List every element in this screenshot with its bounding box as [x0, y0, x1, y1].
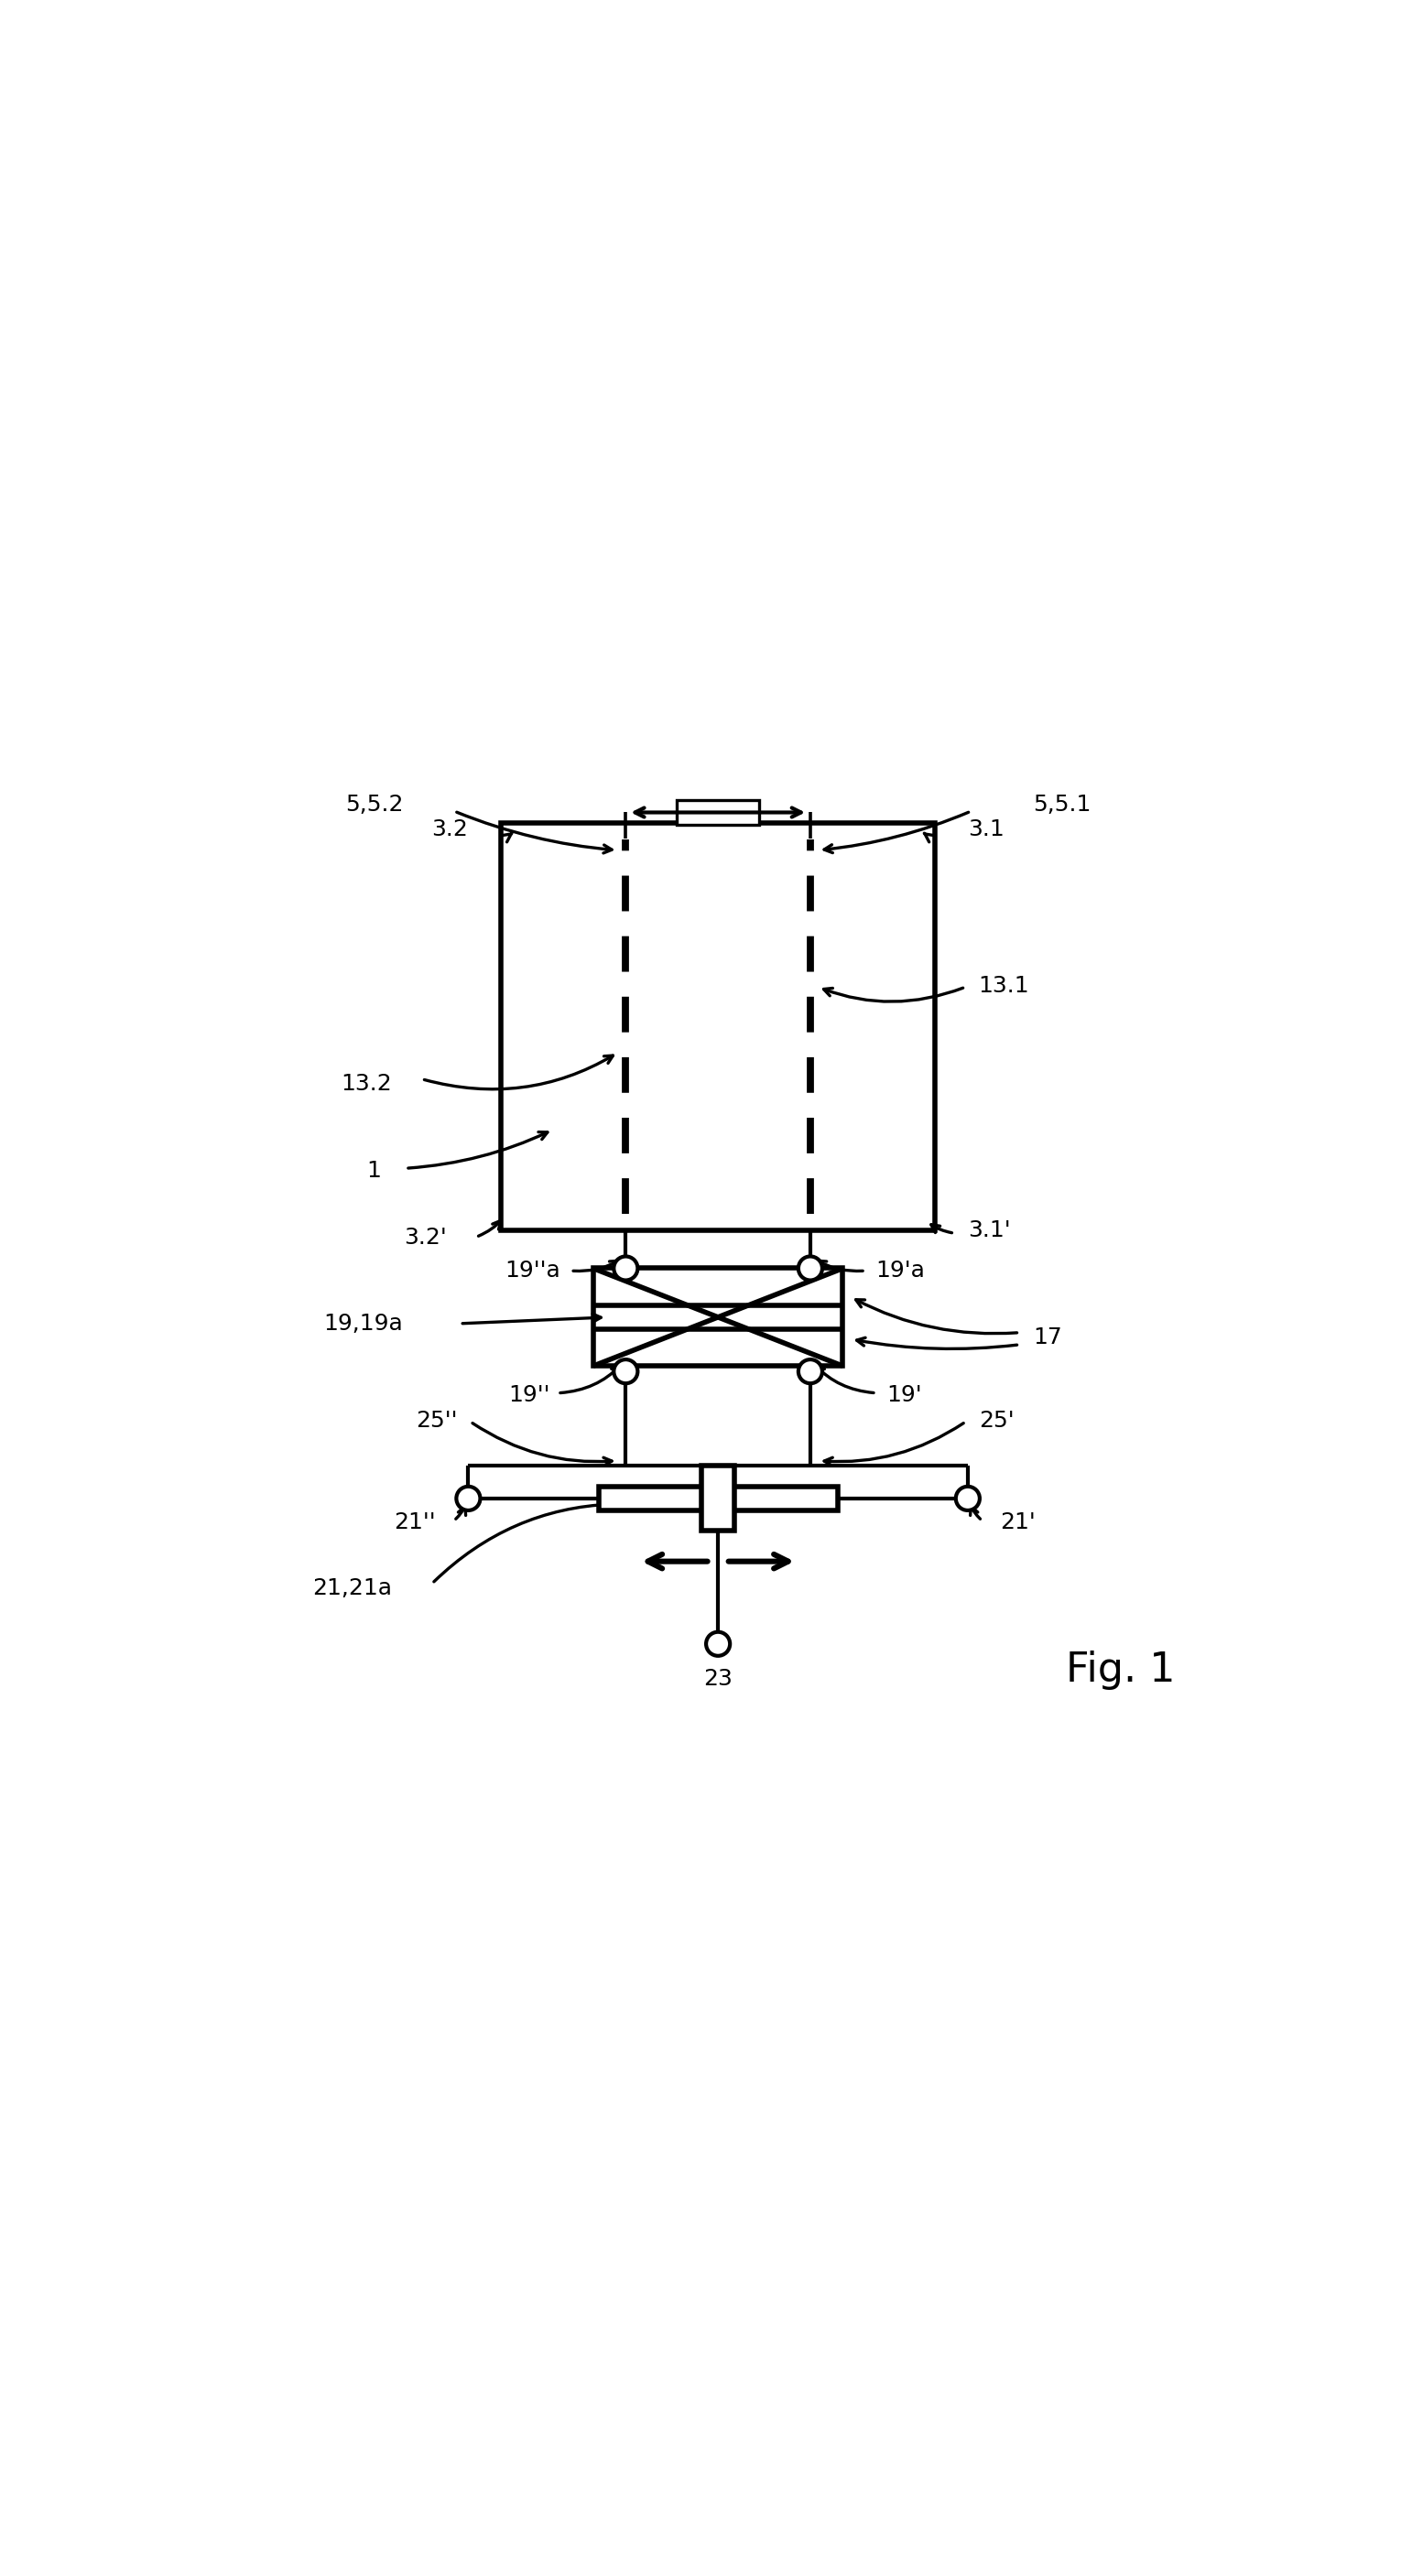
Text: 3.2': 3.2'	[403, 1226, 447, 1249]
Circle shape	[706, 1633, 730, 1656]
Text: 5,5.2: 5,5.2	[345, 793, 403, 817]
Text: 19'a: 19'a	[876, 1260, 925, 1280]
Text: 21'': 21''	[394, 1512, 436, 1533]
Text: 23: 23	[703, 1667, 733, 1690]
Bar	[500, 824, 934, 1231]
Text: d: d	[710, 801, 726, 824]
Circle shape	[799, 1257, 822, 1280]
Bar	[598, 1486, 838, 1510]
Bar	[677, 801, 759, 824]
Text: 3.1: 3.1	[968, 819, 1005, 840]
Text: 19': 19'	[887, 1383, 922, 1406]
Circle shape	[799, 1360, 822, 1383]
Text: 13.1: 13.1	[978, 976, 1030, 997]
Circle shape	[955, 1486, 979, 1510]
Text: 19''a: 19''a	[504, 1260, 560, 1280]
Text: 17: 17	[1033, 1327, 1062, 1350]
Text: 21': 21'	[1000, 1512, 1035, 1533]
Text: 19'': 19''	[509, 1383, 549, 1406]
Text: 3.2: 3.2	[432, 819, 468, 840]
Circle shape	[614, 1360, 637, 1383]
Circle shape	[457, 1486, 481, 1510]
Circle shape	[614, 1257, 637, 1280]
Text: 3.1': 3.1'	[968, 1218, 1010, 1242]
Bar	[702, 1466, 734, 1530]
Text: 21,21a: 21,21a	[312, 1577, 392, 1600]
Text: 1: 1	[367, 1159, 381, 1182]
Text: Fig. 1: Fig. 1	[1065, 1651, 1175, 1690]
Text: 5,5.1: 5,5.1	[1033, 793, 1091, 817]
Text: 19,19a: 19,19a	[324, 1314, 403, 1334]
Text: 25'': 25''	[416, 1409, 457, 1432]
Text: 13.2: 13.2	[342, 1072, 392, 1095]
Text: 25': 25'	[978, 1409, 1014, 1432]
Bar	[593, 1267, 843, 1365]
